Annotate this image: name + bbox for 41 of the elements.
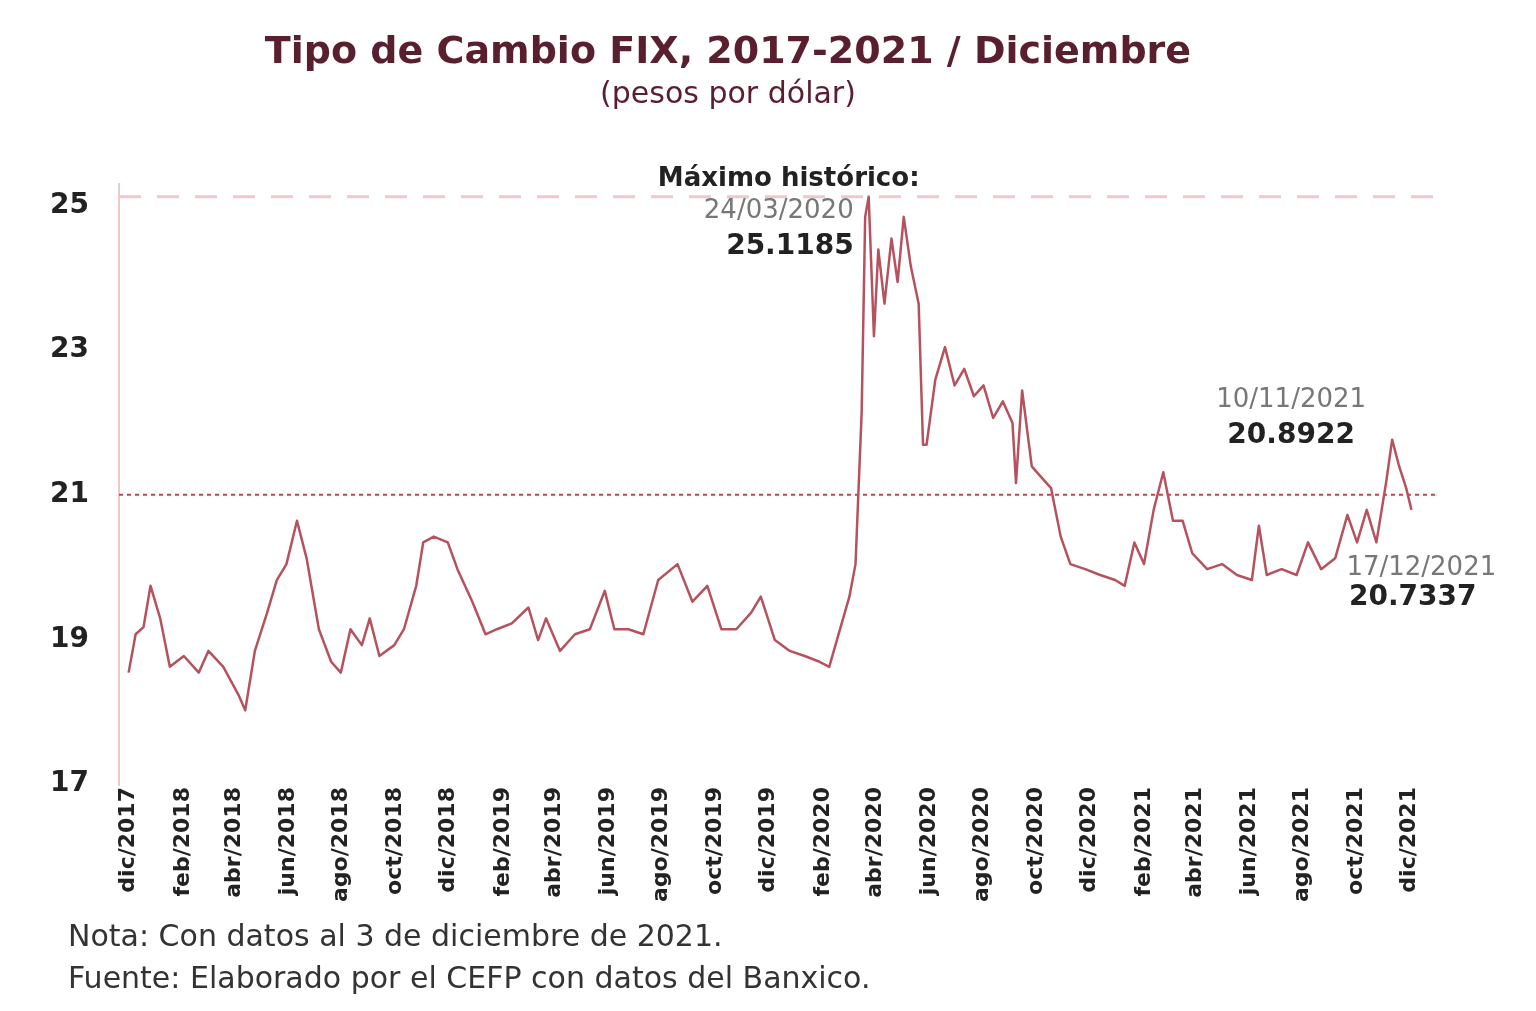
x-tick-label: dic/2018 [434, 787, 460, 893]
x-tick-label: ago/2019 [647, 787, 673, 903]
x-tick-label: ago/2021 [1288, 787, 1314, 903]
x-tick-label: dic/2017 [114, 787, 140, 893]
x-tick-label: ago/2020 [968, 787, 994, 903]
x-tick-label: abr/2019 [540, 787, 566, 898]
annotation: 24/03/2020 [703, 194, 854, 225]
x-tick-label: feb/2020 [808, 787, 834, 897]
y-tick-label: 19 [50, 620, 89, 654]
x-tick-label: jun/2018 [273, 787, 299, 897]
x-tick-label: feb/2018 [168, 787, 194, 897]
text: Nota: Con datos al 3 de diciembre de 2021. [68, 917, 724, 955]
x-tick-label: jun/2021 [1234, 787, 1260, 897]
annotation: 10/11/2021 [1216, 382, 1367, 413]
x-tick-label: jun/2019 [593, 787, 619, 897]
chart-title: Tipo de Cambio FIX, 2017-2021 / Diciembre [264, 27, 1192, 72]
annotation: 20.7337 [1348, 579, 1477, 613]
x-tick-label: dic/2020 [1075, 787, 1101, 893]
source-note: Fuente: Elaborado por el CEFP con datos del Banxico. [68, 959, 871, 997]
x-tick-label: oct/2020 [1021, 787, 1047, 895]
x-tick-label: ago/2018 [327, 787, 353, 903]
x-tick-label: oct/2021 [1341, 787, 1367, 895]
x-tick-label: abr/2018 [220, 787, 246, 898]
x-tick-label: abr/2021 [1181, 787, 1207, 898]
x-tick-label: jun/2020 [914, 787, 940, 897]
x-tick-label: oct/2018 [380, 787, 406, 895]
chart-subtitle: (pesos por dólar) [600, 75, 856, 111]
annotation: 17/12/2021 [1346, 550, 1497, 581]
annotation: 25.1185 [726, 228, 854, 262]
x-tick-label: oct/2019 [700, 787, 726, 895]
x-tick-label: feb/2021 [1129, 787, 1155, 897]
x-tick-label: dic/2021 [1395, 787, 1421, 893]
x-tick-label: abr/2020 [861, 787, 887, 898]
y-tick-label: 25 [50, 186, 89, 220]
annotation: 20.8922 [1227, 417, 1355, 451]
y-tick-label: 17 [50, 765, 89, 799]
y-tick-label: 21 [50, 475, 89, 509]
ref-line-label: Máximo histórico: [657, 162, 920, 193]
x-tick-label: dic/2019 [754, 787, 780, 893]
y-tick-label: 23 [50, 331, 89, 365]
x-tick-label: feb/2019 [488, 787, 514, 897]
